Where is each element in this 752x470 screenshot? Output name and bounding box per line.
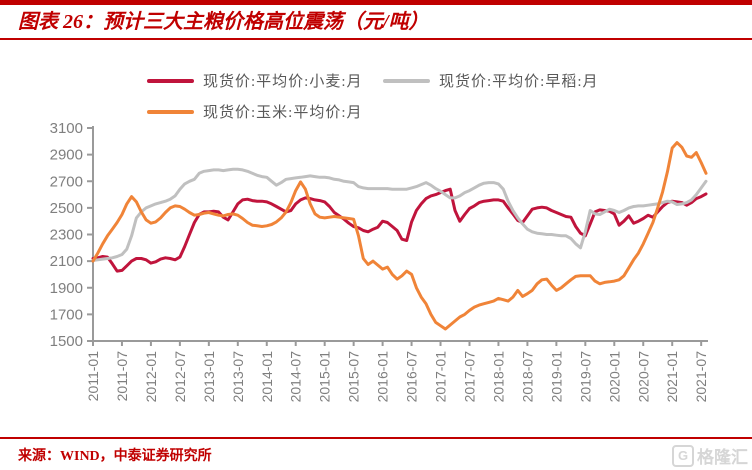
footer-rule — [0, 437, 752, 439]
svg-text:2014-07: 2014-07 — [288, 351, 304, 403]
legend-label-early-rice: 现货价:平均价:早稻:月 — [439, 74, 599, 90]
legend-label-corn: 现货价:玉米:平均价:月 — [203, 105, 363, 121]
wheat-line-swatch — [147, 78, 194, 83]
svg-text:2018-07: 2018-07 — [519, 351, 535, 403]
svg-text:2300: 2300 — [50, 227, 83, 244]
svg-text:2013-07: 2013-07 — [230, 351, 246, 403]
svg-text:2500: 2500 — [50, 200, 83, 217]
svg-text:1500: 1500 — [50, 333, 83, 350]
svg-text:2020-01: 2020-01 — [606, 351, 622, 403]
source-note: 来源：WIND，中泰证券研究所 — [18, 449, 212, 464]
svg-text:2100: 2100 — [50, 253, 83, 270]
svg-text:2015-07: 2015-07 — [346, 351, 362, 403]
svg-text:2019-07: 2019-07 — [577, 351, 593, 403]
svg-text:2021-07: 2021-07 — [693, 351, 709, 403]
legend-item-early-rice: 现货价:平均价:早稻:月 — [383, 70, 599, 91]
svg-text:2021-01: 2021-01 — [664, 351, 680, 403]
corn-line-swatch — [147, 109, 194, 114]
watermark-text: 格隆汇 — [697, 448, 748, 467]
svg-text:2012-07: 2012-07 — [172, 351, 188, 403]
svg-text:2020-07: 2020-07 — [635, 351, 651, 403]
svg-text:2017-01: 2017-01 — [433, 351, 449, 403]
svg-text:2015-01: 2015-01 — [317, 351, 333, 403]
legend-label-wheat: 现货价:平均价:小麦:月 — [203, 74, 363, 90]
svg-text:2011-01: 2011-01 — [85, 351, 101, 402]
svg-text:2019-01: 2019-01 — [548, 351, 564, 403]
svg-text:2011-07: 2011-07 — [114, 351, 130, 402]
legend-item-corn: 现货价:玉米:平均价:月 — [147, 101, 383, 122]
early-rice-line-swatch — [383, 78, 430, 83]
legend-item-wheat: 现货价:平均价:小麦:月 — [147, 70, 383, 91]
gelonghui-logo-icon: G — [672, 444, 694, 467]
svg-text:2013-01: 2013-01 — [201, 351, 217, 403]
svg-text:1900: 1900 — [50, 280, 83, 297]
svg-text:2016-07: 2016-07 — [404, 351, 420, 403]
watermark-gelonghui: G 格隆汇 — [672, 443, 748, 468]
svg-text:2018-01: 2018-01 — [490, 351, 506, 403]
svg-text:1700: 1700 — [50, 306, 83, 323]
figure-title: 图表 26：预计三大主粮价格高位震荡（元/吨） — [18, 11, 429, 33]
title-top-rule — [0, 0, 752, 5]
svg-text:3100: 3100 — [50, 120, 83, 137]
svg-text:2016-01: 2016-01 — [375, 351, 391, 403]
svg-text:2017-07: 2017-07 — [461, 351, 477, 403]
svg-text:2012-01: 2012-01 — [143, 351, 159, 403]
svg-text:2014-01: 2014-01 — [259, 351, 275, 403]
svg-text:2900: 2900 — [50, 147, 83, 164]
chart-legend: 现货价:平均价:小麦:月 现货价:平均价:早稻:月 现货价:玉米:平均价:月 — [147, 70, 599, 122]
svg-text:2700: 2700 — [50, 173, 83, 190]
title-bottom-rule — [0, 38, 752, 40]
